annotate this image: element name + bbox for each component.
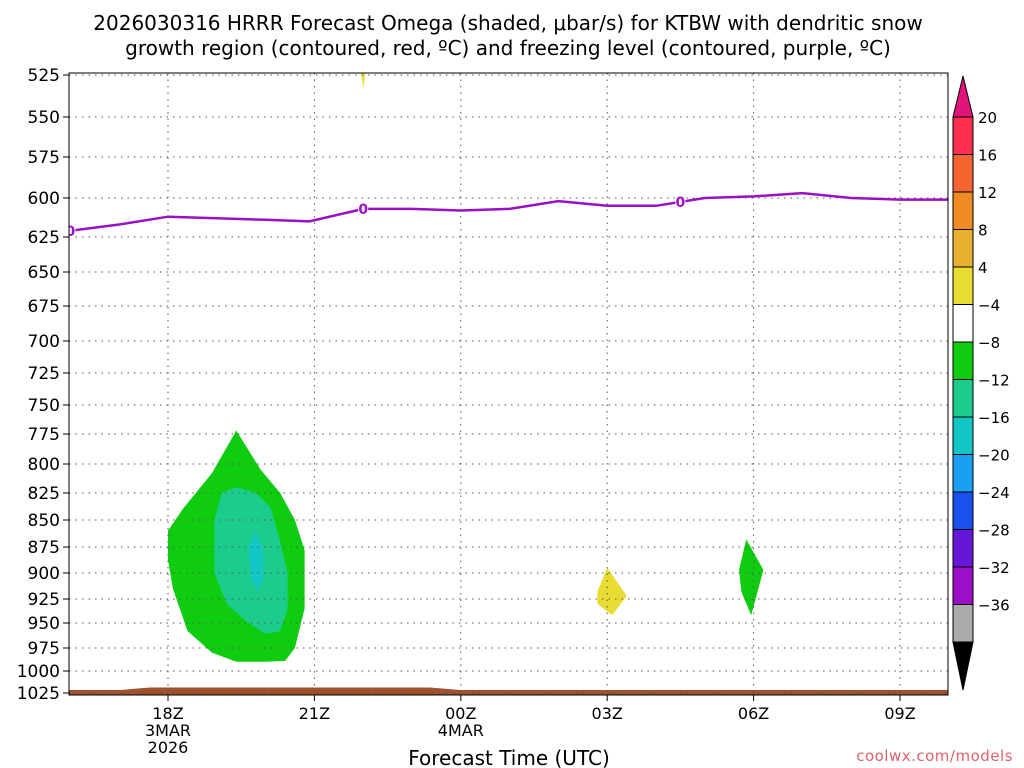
y-tick-label-775: 775: [28, 425, 60, 445]
colorbar-label-12: −32: [978, 559, 1010, 577]
plot-frame: [68, 72, 949, 696]
colorbar-label-13: −36: [978, 597, 1010, 615]
colorbar-segment-7: [952, 379, 974, 418]
y-tick-label-975: 975: [28, 639, 60, 659]
colorbar-segment-8: [952, 416, 974, 455]
credit-text: coolwx.com/models: [856, 747, 1013, 765]
y-tick-label-525: 525: [28, 66, 60, 86]
colorbar: 20 16 12 8 4 −4 −8 −12 −16 −20 −24 −28 −32 −36: [952, 75, 1010, 691]
colorbar-label-0: 20: [978, 109, 997, 127]
x-tick-sublabel2-18Z: 2026: [148, 738, 189, 757]
y-tick-label-575: 575: [28, 148, 60, 168]
y-tick-label-700: 700: [28, 332, 60, 352]
x-axis-label: Forecast Time (UTC): [408, 746, 610, 768]
x-tick-label-00Z: 00Z: [445, 704, 476, 723]
x-tick-sublabel1-18Z: 3MAR: [145, 721, 191, 740]
freezing-level-label-bg-2: [675, 194, 686, 209]
freezing-level-label-1: 0: [358, 202, 368, 218]
colorbar-label-1: 16: [978, 147, 997, 165]
x-tick-sublabel1-00Z: 4MAR: [438, 721, 484, 740]
plot-area: 0 0 0: [66, 73, 948, 695]
y-tick-label-1000: 1000: [17, 662, 60, 682]
colorbar-label-7: −12: [978, 372, 1010, 390]
omega-area-yellow-top: [361, 73, 366, 89]
y-tick-label-1025: 1025: [17, 684, 60, 704]
omega-area-green-right: [739, 539, 764, 616]
colorbar-segment-3: [952, 229, 974, 268]
colorbar-segment-9: [952, 454, 974, 493]
colorbar-bottom-arrow: [952, 641, 974, 691]
colorbar-segment-4: [952, 266, 974, 305]
colorbar-label-11: −28: [978, 522, 1010, 540]
colorbar-label-5: −4: [978, 297, 1000, 315]
y-tick-label-600: 600: [28, 189, 60, 209]
y-tick-label-825: 825: [28, 484, 60, 504]
colorbar-segment-12: [952, 566, 974, 605]
freezing-level-label-bg-1: [358, 201, 369, 216]
y-tick-label-650: 650: [28, 263, 60, 283]
colorbar-segment-13: [952, 604, 974, 643]
freezing-level-label-0: 0: [66, 224, 76, 240]
omega-area-yellow-low: [597, 567, 627, 616]
colorbar-segment-1: [952, 154, 974, 193]
chart-title-line1: 2026030316 HRRR Forecast Omega (shaded, …: [93, 11, 922, 35]
freezing-level-label-2: 0: [676, 195, 686, 211]
colorbar-segment-0: [952, 116, 974, 155]
colorbar-segment-10: [952, 491, 974, 530]
omega-area-cyan: [248, 530, 264, 592]
colorbar-label-4: 4: [978, 259, 988, 277]
y-axis: 525 550 575 600 625 650 675 700 725 750 775 800 825 8…: [17, 66, 69, 704]
y-tick-label-850: 850: [28, 511, 60, 531]
freezing-level-line: [69, 191, 948, 233]
colorbar-label-8: −16: [978, 409, 1010, 427]
freezing-level-label-bg-0: [69, 223, 76, 238]
y-tick-label-550: 550: [28, 108, 60, 128]
colorbar-label-2: 12: [978, 184, 997, 202]
colorbar-segment-2: [952, 191, 974, 230]
y-tick-label-675: 675: [28, 297, 60, 317]
y-tick-label-625: 625: [28, 228, 60, 248]
y-tick-label-925: 925: [28, 590, 60, 610]
colorbar-label-10: −24: [978, 484, 1010, 502]
colorbar-segment-6: [952, 341, 974, 380]
colorbar-label-9: −20: [978, 447, 1010, 465]
colorbar-segment-11: [952, 529, 974, 568]
colorbar-label-3: 8: [978, 222, 988, 240]
ground-strip: [69, 687, 948, 695]
chart-title-line2: growth region (contoured, red, ºC) and f…: [125, 36, 891, 60]
y-tick-label-900: 900: [28, 564, 60, 584]
colorbar-segment-5: [952, 304, 974, 343]
colorbar-label-6: −8: [978, 334, 1000, 352]
y-tick-label-800: 800: [28, 455, 60, 475]
y-tick-label-750: 750: [28, 396, 60, 416]
x-tick-label-03Z: 03Z: [592, 704, 623, 723]
y-tick-label-875: 875: [28, 538, 60, 558]
x-tick-label-06Z: 06Z: [738, 704, 769, 723]
y-tick-label-725: 725: [28, 364, 60, 384]
x-tick-label-18Z: 18Z: [152, 704, 183, 723]
plot-content: 0 0 0: [66, 73, 948, 695]
y-tick-label-950: 950: [28, 614, 60, 634]
x-tick-label-21Z: 21Z: [299, 704, 330, 723]
x-tick-label-09Z: 09Z: [884, 704, 915, 723]
